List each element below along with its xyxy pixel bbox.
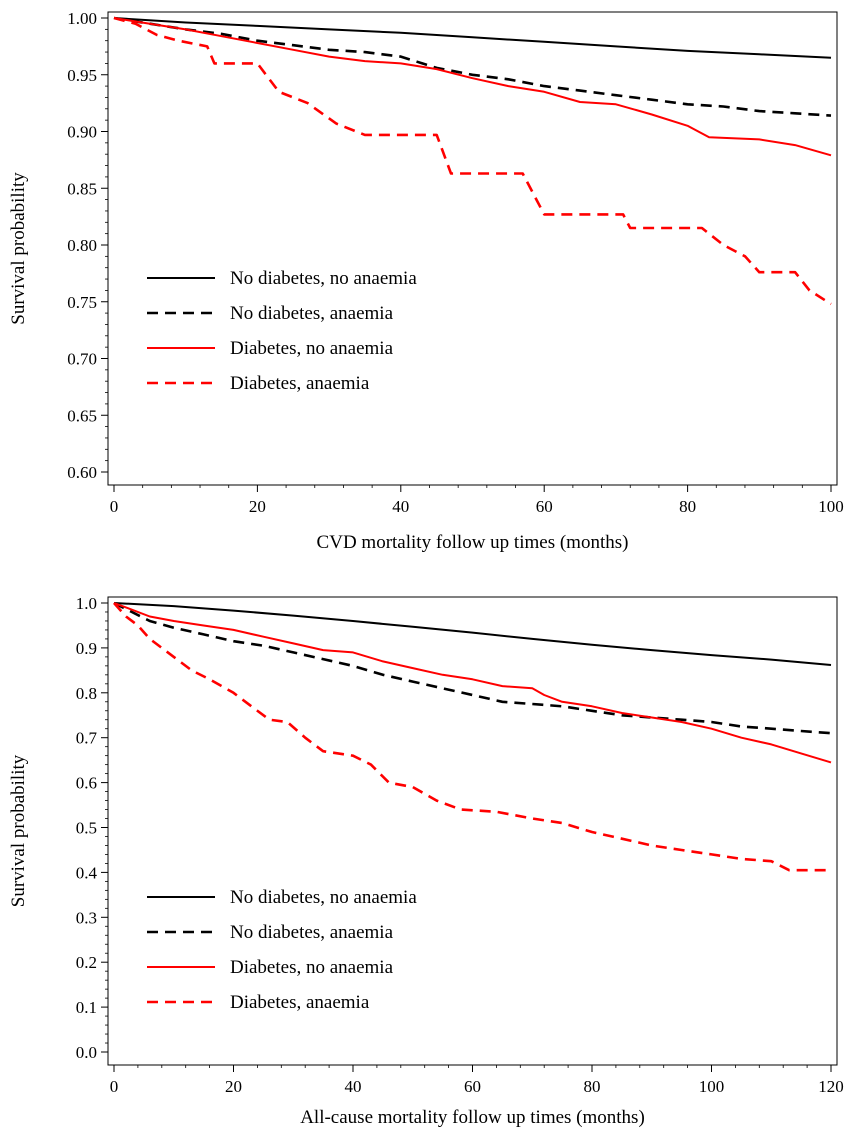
legend-label-4: Diabetes, anaemia: [230, 373, 370, 394]
y-tick-label: 0.9: [76, 639, 97, 658]
series-line-1: [113, 602, 832, 666]
series-line-2: [113, 16, 832, 117]
series-line-3: [113, 17, 832, 157]
chart-panel-2: 0.0 0.1 0.2 0.3 0.4 0.5 0.6 0.7 0.8 0.9 1.0 0 20 40 60…: [8, 594, 844, 1128]
y-tick-label: 0.90: [67, 123, 97, 142]
y-tick-label: 0.70: [67, 350, 97, 369]
x-tick-label: 20: [249, 497, 266, 516]
y-tick-label: 0.4: [76, 863, 98, 882]
y-tick-label: 0.75: [67, 293, 97, 312]
x-tick-label: 40: [392, 497, 409, 516]
x-tick-label: 20: [225, 1077, 242, 1096]
series-line-2: [113, 601, 832, 735]
plot-frame: [107, 596, 838, 1066]
y-tick-label: 1.0: [76, 594, 97, 613]
y-tick-label: 0.2: [76, 953, 97, 972]
x-tick-label: 120: [818, 1077, 844, 1096]
y-tick-label: 0.7: [76, 729, 98, 748]
legend: No diabetes, no anaemia No diabetes, anae…: [147, 268, 417, 394]
legend-label-3: Diabetes, no anaemia: [230, 957, 394, 978]
x-tick-label: 60: [536, 497, 553, 516]
y-tick-label: 0.5: [76, 819, 97, 838]
series-line-1: [113, 17, 832, 59]
legend-label-1: No diabetes, no anaemia: [230, 268, 417, 289]
series-line-3: [113, 602, 832, 764]
legend-label-2: No diabetes, anaemia: [230, 303, 394, 324]
legend: No diabetes, no anaemia No diabetes, anae…: [147, 887, 417, 1013]
x-tick-label: 80: [679, 497, 696, 516]
y-tick-label: 0.60: [67, 463, 97, 482]
x-axis-label: CVD mortality follow up times (months): [317, 532, 629, 553]
y-tick-label: 0.85: [67, 179, 97, 198]
x-axis-label: All-cause mortality follow up times (mon…: [300, 1107, 645, 1128]
legend-label-2: No diabetes, anaemia: [230, 922, 394, 943]
y-tick-label: 1.00: [67, 9, 97, 28]
x-tick-label: 60: [464, 1077, 481, 1096]
chart-panel-1: 0.60 0.65 0.70 0.75 0.80 0.85 0.90 0.95 1.00 0 20 4…: [8, 9, 844, 553]
y-axis-label: Survival probability: [8, 172, 29, 325]
y-tick-label: 0.95: [67, 66, 97, 85]
series-line-4: [113, 16, 832, 306]
y-tick-label: 0.8: [76, 684, 97, 703]
x-tick-label: 100: [818, 497, 844, 516]
x-tick-label: 40: [345, 1077, 362, 1096]
x-tick-label: 0: [110, 497, 119, 516]
legend-label-1: No diabetes, no anaemia: [230, 887, 417, 908]
legend-label-4: Diabetes, anaemia: [230, 992, 370, 1013]
y-axis-label: Survival probability: [8, 754, 29, 907]
y-tick-label: 0.65: [67, 406, 97, 425]
plot-frame: [107, 11, 838, 486]
legend-label-3: Diabetes, no anaemia: [230, 338, 394, 359]
y-tick-label: 0.1: [76, 998, 97, 1017]
y-tick-label: 0.3: [76, 908, 97, 927]
x-tick-label: 0: [110, 1077, 119, 1096]
series-line-4: [113, 602, 831, 872]
x-tick-label: 100: [699, 1077, 725, 1096]
x-tick-label: 80: [584, 1077, 601, 1096]
y-tick-label: 0.6: [76, 774, 97, 793]
y-tick-label: 0.80: [67, 236, 97, 255]
y-tick-label: 0.0: [76, 1043, 97, 1062]
